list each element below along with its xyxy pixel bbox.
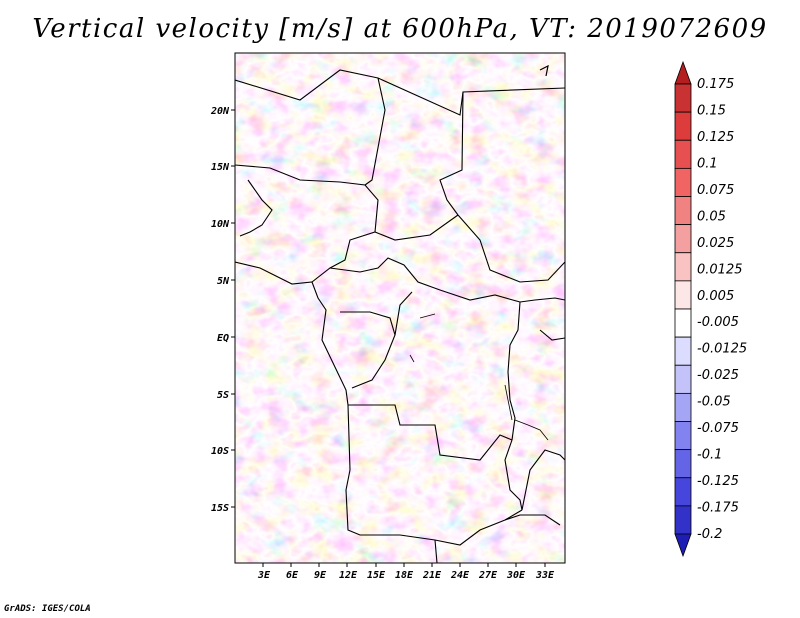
lon-label-9e: 9E (314, 570, 327, 581)
lat-tick-5n: 5N (217, 276, 235, 287)
plot-frame (234, 52, 566, 564)
colorbar-label: -0.2 (697, 527, 722, 542)
colorbar-swatch (674, 280, 692, 310)
colorbar-label: 0.05 (697, 209, 726, 224)
colorbar-label: 0.0125 (697, 262, 743, 277)
colorbar-label: -0.1 (697, 448, 722, 463)
colorbar-swatch (674, 111, 692, 141)
lat-label-eq: EQ (217, 333, 229, 344)
lon-tick-3e: 3E (257, 563, 271, 581)
colorbar-label: 0.175 (697, 77, 734, 92)
colorbar-label: -0.175 (697, 501, 739, 516)
colorbar-swatch (674, 336, 692, 366)
colorbar-swatch (674, 449, 692, 479)
lon-tick-30e: 30E (506, 563, 526, 581)
lon-label-12e: 12E (339, 570, 358, 581)
country-borders (235, 64, 565, 563)
colorbar-swatch (674, 167, 692, 197)
lat-tick-15s: 15S (211, 503, 235, 514)
colorbar-swatch (674, 421, 692, 451)
lon-label-33e: 33E (535, 570, 555, 581)
lon-label-21e: 21E (422, 570, 442, 581)
lon-tick-12e: 12E (339, 563, 358, 581)
lat-label-10s: 10S (211, 446, 229, 457)
colorbar-swatch (674, 392, 692, 422)
colorbar-label: 0.1 (697, 156, 718, 171)
colorbar-label: -0.005 (697, 315, 739, 330)
credit-text: GrADS: IGES/COLA (4, 604, 91, 614)
latitude-axis: 20N 15N 10N 5N EQ 5S 10S 15S (210, 106, 235, 514)
lon-label-3e: 3E (257, 570, 271, 581)
colorbar-label: 0.125 (697, 130, 734, 145)
colorbar-swatch (674, 139, 692, 169)
colorbar-label: -0.0125 (697, 342, 747, 357)
colorbar-label: 0.005 (697, 289, 734, 304)
lon-tick-21e: 21E (422, 563, 442, 581)
colorbar-label: -0.025 (697, 368, 739, 383)
colorbar: 0.175 0.15 0.125 0.1 0.075 0.05 0.025 0.0125 0.0… (674, 60, 747, 558)
lon-tick-15e: 15E (367, 563, 386, 581)
lat-tick-eq: EQ (217, 333, 235, 344)
longitude-axis: 3E 6E 9E 12E 15E 18E 21E 24E 27E 30E 33E (257, 563, 555, 581)
colorbar-label: -0.075 (697, 421, 739, 436)
colorbar-swatch (674, 477, 692, 507)
lat-label-20n: 20N (210, 106, 230, 117)
lat-tick-15n: 15N (211, 162, 235, 173)
lat-tick-10s: 10S (211, 446, 235, 457)
lat-label-10n: 10N (211, 219, 230, 230)
colorbar-swatch (674, 308, 692, 338)
lon-label-6e: 6E (286, 570, 299, 581)
colorbar-swatch (674, 224, 692, 254)
lon-tick-9e: 9E (314, 563, 327, 581)
lon-tick-27e: 27E (478, 563, 498, 581)
colorbar-label: -0.05 (697, 395, 731, 410)
lat-label-15s: 15S (211, 503, 229, 514)
colorbar-swatch (674, 505, 692, 535)
lon-label-18e: 18E (395, 570, 414, 581)
lon-tick-6e: 6E (286, 563, 299, 581)
lat-tick-10n: 10N (211, 219, 235, 230)
colorbar-swatch (674, 196, 692, 226)
lon-label-30e: 30E (506, 570, 526, 581)
colorbar-swatch (674, 364, 692, 394)
lat-label-15n: 15N (211, 162, 230, 173)
lon-label-15e: 15E (367, 570, 386, 581)
lat-label-5s: 5S (217, 390, 229, 401)
lon-tick-33e: 33E (535, 563, 555, 581)
colorbar-swatch (674, 60, 692, 85)
chart-title: Vertical velocity [m/s] at 600hPa, VT: 2… (32, 14, 768, 44)
lat-tick-20n: 20N (210, 106, 235, 117)
colorbar-label: 0.15 (697, 103, 726, 118)
colorbar-swatch (674, 252, 692, 282)
colorbar-label: 0.025 (697, 236, 734, 251)
lat-label-5n: 5N (217, 276, 230, 287)
lat-tick-5s: 5S (217, 390, 235, 401)
lon-label-27e: 27E (478, 570, 498, 581)
lon-label-24e: 24E (450, 570, 470, 581)
lon-tick-18e: 18E (395, 563, 414, 581)
colorbar-label: -0.125 (697, 474, 739, 489)
colorbar-label: 0.075 (697, 183, 734, 198)
colorbar-swatch (674, 83, 692, 113)
lon-tick-24e: 24E (450, 563, 470, 581)
colorbar-swatch (674, 533, 692, 558)
